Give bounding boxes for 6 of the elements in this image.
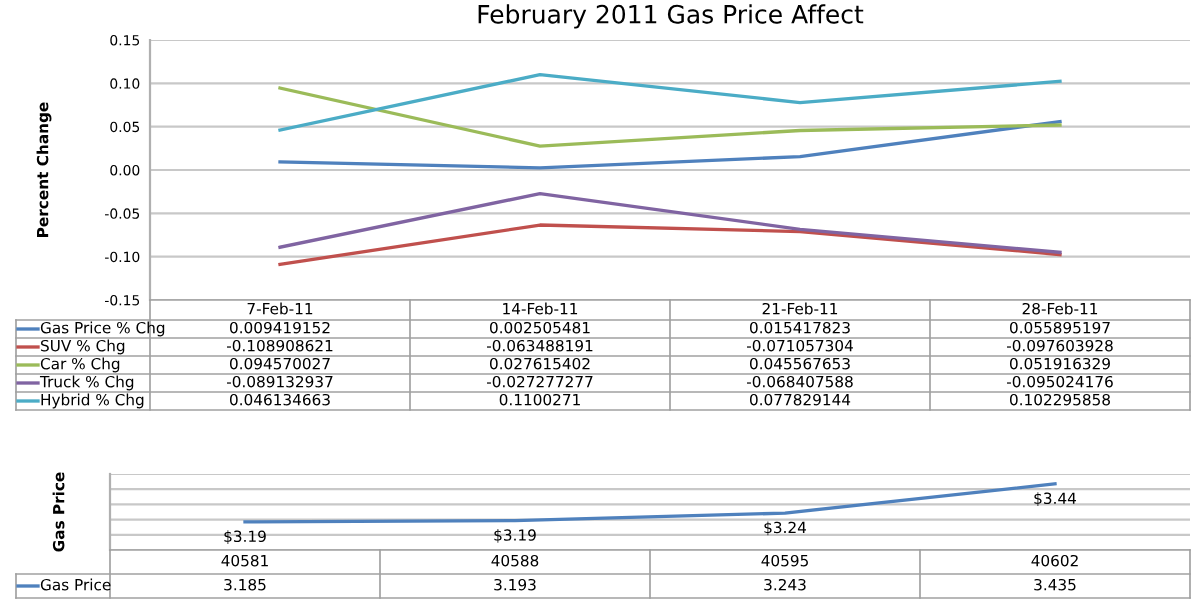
- line-series: [278, 86, 1062, 148]
- line-series: [278, 72, 1062, 132]
- chart-title: February 2011 Gas Price Affect: [478, 4, 864, 29]
- line-series: [278, 119, 1062, 170]
- line-series: [278, 223, 1062, 267]
- line-series: [278, 191, 1062, 255]
